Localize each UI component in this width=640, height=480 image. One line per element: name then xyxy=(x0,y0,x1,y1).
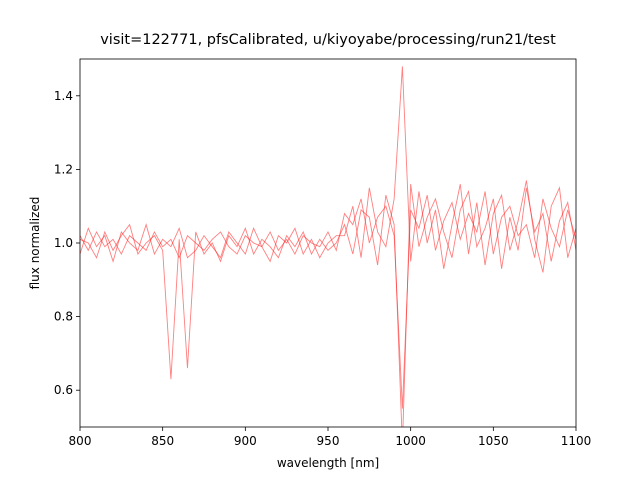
x-tick-label: 1100 xyxy=(561,434,592,448)
y-tick-label: 1.2 xyxy=(54,162,73,176)
x-tick-label: 950 xyxy=(317,434,340,448)
x-tick-label: 900 xyxy=(234,434,257,448)
x-tick-label: 850 xyxy=(151,434,174,448)
spectrum-line xyxy=(80,184,576,427)
x-tick-label: 800 xyxy=(69,434,92,448)
y-tick-label: 0.6 xyxy=(54,383,73,397)
y-tick-label: 1.0 xyxy=(54,236,73,250)
plot-area xyxy=(80,66,576,427)
x-tick-label: 1000 xyxy=(395,434,426,448)
x-tick-label: 1050 xyxy=(478,434,509,448)
spectrum-line xyxy=(80,191,576,409)
y-tick-label: 1.4 xyxy=(54,89,73,103)
y-tick-label: 0.8 xyxy=(54,310,73,324)
spectrum-line xyxy=(80,66,576,273)
chart-title: visit=122771, pfsCalibrated, u/kiyoyabe/… xyxy=(100,32,556,48)
y-axis-label: flux normalized xyxy=(28,197,42,290)
x-axis-label: wavelength [nm] xyxy=(277,456,379,470)
